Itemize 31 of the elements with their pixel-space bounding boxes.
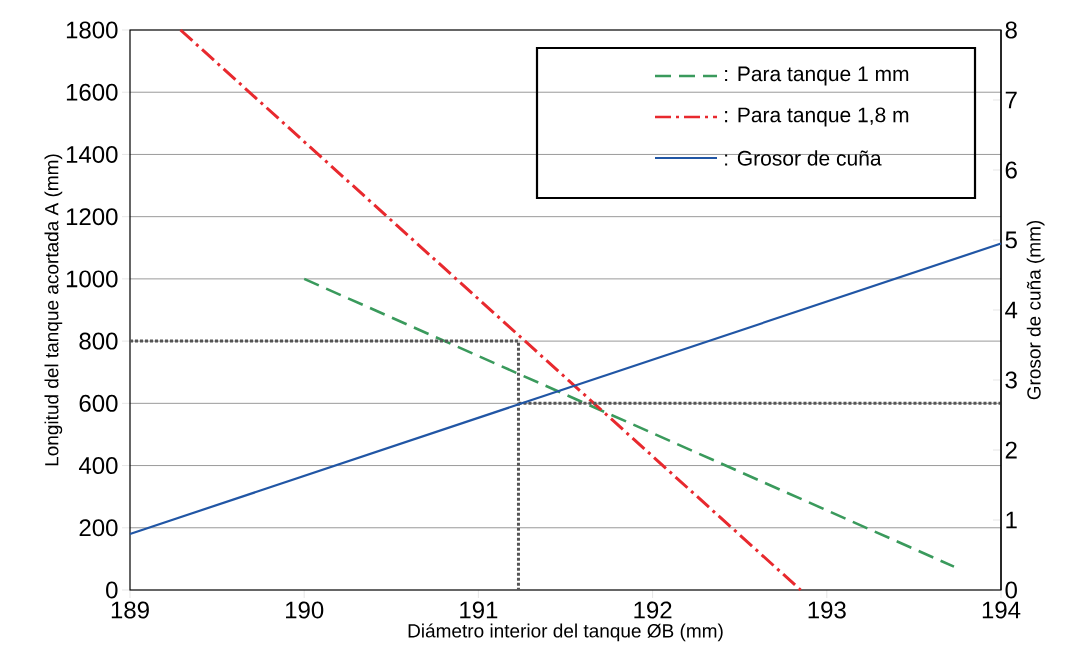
y-tick-label: 200 [79,519,118,537]
x-axis-title: Diámetro interior del tanque ØB (mm) [408,623,723,642]
legend-label: : Grosor de cuña [725,150,882,166]
x-tick-label: 193 [808,601,846,619]
x-tick-label: 191 [460,601,498,619]
y-tick-label: 1800 [66,21,118,39]
x-tick-label: 192 [634,601,672,619]
y2-tick-label: 2 [1005,441,1017,459]
y2-tick-label: 5 [1005,231,1017,249]
y2-tick-label: 7 [1005,91,1017,109]
y-tick-label: 1400 [66,145,118,163]
y-axis-title: Longitud del tanque acortada A (mm) [44,154,63,466]
y2-axis-title: Grosor de cuña (mm) [1026,220,1045,400]
y-tick-label: 1200 [66,208,118,226]
x-tick-label: 194 [982,601,1021,619]
y-tick-label: 400 [78,457,118,475]
y-tick-label: 0 [106,581,118,599]
y2-tick-label: 1 [1006,511,1017,529]
y2-tick-label: 3 [1005,371,1017,389]
y-tick-label: 1000 [66,270,118,288]
x-tick-label: 190 [286,601,324,619]
legend-label: : Para tanque 1 mm [725,66,909,86]
y-tick-label: 800 [79,332,118,350]
y-tick-label: 600 [79,394,118,412]
y2-tick-label: 4 [1005,301,1018,319]
legend-label: : Para tanque 1,8 m [725,107,909,127]
x-tick-label: 189 [111,601,149,619]
y2-tick-label: 8 [1005,21,1017,39]
y-tick-label: 1600 [66,83,118,101]
y2-tick-label: 0 [1005,581,1017,599]
y2-tick-label: 6 [1005,161,1017,179]
